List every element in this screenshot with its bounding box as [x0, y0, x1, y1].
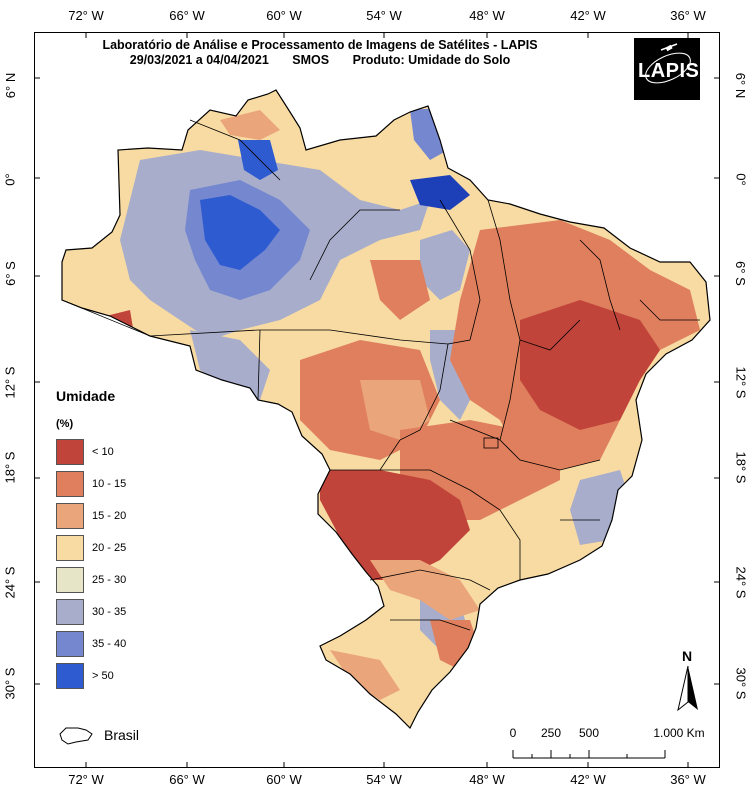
map-title: Laboratório de Análise e Processamento d…	[40, 38, 600, 68]
lon-tick-top-5: 48° W	[469, 8, 505, 23]
legend-swatch	[56, 503, 84, 529]
satellite-icon	[645, 43, 691, 84]
lon-tick-bottom-7: 36° W	[670, 772, 706, 787]
legend-row: 20 - 25	[56, 532, 126, 564]
legend-row: 35 - 40	[56, 628, 126, 660]
lon-tick-top-4: 54° W	[366, 8, 402, 23]
legend-swatch	[56, 439, 84, 465]
scale-bar: 0 250 500 1.000 Km	[505, 726, 715, 766]
legend-row: 15 - 20	[56, 500, 126, 532]
lon-tick-bottom-6: 42° W	[570, 772, 606, 787]
product-name: Produto: Umidade do Solo	[352, 53, 511, 67]
boundary-legend-label: Brasil	[104, 727, 140, 743]
title-line-2: 29/03/2021 a 04/04/2021 SMOS Produto: Um…	[40, 53, 600, 68]
legend-label: 30 - 35	[92, 606, 127, 618]
legend-row: < 10	[56, 436, 126, 468]
lon-tick-bottom-4: 54° W	[366, 772, 402, 787]
north-arrow-icon	[677, 665, 698, 712]
scale-label-1000: 1.000 Km	[653, 726, 705, 740]
tick-marks	[34, 32, 720, 768]
legend-label: 15 - 20	[92, 510, 127, 522]
north-arrow: N	[676, 648, 700, 712]
legend-title: Umidade	[56, 388, 116, 404]
legend-row: 30 - 35	[56, 596, 126, 628]
lapis-logo: LAPIS	[634, 38, 700, 100]
lon-tick-bottom-3: 60° W	[266, 772, 302, 787]
lon-tick-top-3: 60° W	[266, 8, 302, 23]
legend-swatch	[56, 535, 84, 561]
legend-label: 25 - 30	[92, 574, 127, 586]
lon-tick-bottom-2: 66° W	[169, 772, 205, 787]
scale-label-250: 250	[540, 726, 562, 740]
legend-swatch	[56, 471, 84, 497]
scale-bar-ruler	[512, 750, 666, 759]
scale-label-0: 0	[509, 726, 517, 740]
lon-tick-bottom-1: 72° W	[68, 772, 104, 787]
legend-label: 10 - 15	[92, 478, 127, 490]
legend-unit: (%)	[56, 418, 74, 430]
logo-text: LAPIS	[638, 60, 700, 82]
lon-tick-top-2: 66° W	[169, 8, 205, 23]
legend-swatch	[56, 567, 84, 593]
legend-swatch	[56, 599, 84, 625]
brazil-outline	[61, 89, 711, 730]
legend: Umidade (%) < 10 10 - 15 15 - 20 20 - 25 25 …	[56, 388, 126, 692]
legend-swatch	[56, 663, 84, 689]
legend-row: 10 - 15	[56, 468, 126, 500]
boundary-legend: Brasil	[56, 724, 139, 746]
lon-tick-top-7: 36° W	[670, 8, 706, 23]
legend-label: 35 - 40	[92, 638, 127, 650]
legend-row: 25 - 30	[56, 564, 126, 596]
north-label: N	[682, 648, 693, 664]
date-range: 29/03/2021 a 04/04/2021	[129, 53, 269, 67]
legend-row: > 50	[56, 660, 126, 692]
lon-tick-bottom-5: 48° W	[469, 772, 505, 787]
legend-swatch	[56, 631, 84, 657]
scale-label-500: 500	[578, 726, 600, 740]
sensor-name: SMOS	[292, 53, 330, 67]
brazil-outline-icon	[59, 727, 93, 745]
legend-label: < 10	[92, 446, 114, 458]
lon-tick-top-1: 72° W	[68, 8, 104, 23]
title-line-1: Laboratório de Análise e Processamento d…	[102, 38, 538, 52]
legend-label: 20 - 25	[92, 542, 127, 554]
lon-tick-top-6: 42° W	[570, 8, 606, 23]
legend-label: > 50	[92, 670, 114, 682]
legend-items: < 10 10 - 15 15 - 20 20 - 25 25 - 30 30 - 35 3…	[56, 436, 126, 692]
